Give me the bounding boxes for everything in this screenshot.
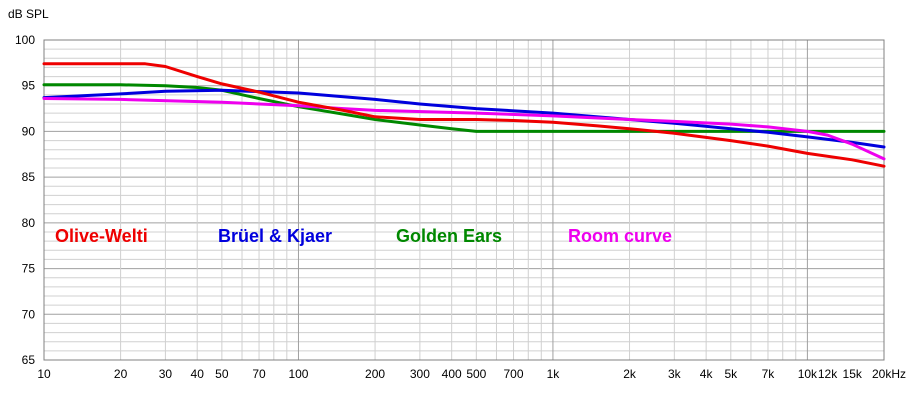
legend-room-curve: Room curve xyxy=(568,226,672,246)
x-tick-label: 50 xyxy=(215,367,229,381)
y-tick-label: 100 xyxy=(15,33,35,47)
series-line-room-curve xyxy=(42,97,886,161)
x-tick-label: 7k xyxy=(762,367,776,381)
legend-olive-welti: Olive-Welti xyxy=(55,226,148,246)
y-tick-label: 85 xyxy=(22,170,36,184)
y-axis-label: dB SPL xyxy=(8,7,49,21)
curves xyxy=(42,62,886,168)
x-tick-label: 5k xyxy=(724,367,738,381)
x-tick-label: 15k xyxy=(843,367,863,381)
x-tick-label: 20 xyxy=(114,367,128,381)
y-tick-label: 80 xyxy=(22,216,36,230)
x-tick-label: 200 xyxy=(365,367,385,381)
legend-golden-ears: Golden Ears xyxy=(396,226,502,246)
series-line-olive-welti xyxy=(42,62,886,168)
x-tick-labels: 10 20 30 40 50 70 100 200 300 400 500 700 1k 2k 3k 4k 5k… xyxy=(37,367,906,381)
y-tick-label: 95 xyxy=(22,79,36,93)
series-line-br-el-kjaer xyxy=(42,88,886,149)
x-tick-label: 40 xyxy=(191,367,205,381)
x-tick-label: 100 xyxy=(288,367,308,381)
x-tick-label: 500 xyxy=(466,367,486,381)
plot-frame xyxy=(43,39,885,361)
x-tick-label: 400 xyxy=(442,367,462,381)
x-tick-label: 1k xyxy=(547,367,561,381)
y-tick-label: 90 xyxy=(22,124,36,138)
x-tick-label: 3k xyxy=(668,367,682,381)
y-tick-label: 70 xyxy=(22,307,36,321)
x-tick-label: 300 xyxy=(410,367,430,381)
x-tick-label: 20kHz xyxy=(872,367,906,381)
x-tick-label: 10k xyxy=(798,367,818,381)
grid xyxy=(43,39,885,361)
x-tick-label: 2k xyxy=(623,367,637,381)
legend-bruel-kjaer: Brüel & Kjaer xyxy=(218,226,332,246)
x-tick-label: 30 xyxy=(159,367,173,381)
legend: Olive-Welti Brüel & Kjaer Golden Ears Ro… xyxy=(55,226,672,246)
x-tick-label: 4k xyxy=(700,367,714,381)
x-tick-label: 70 xyxy=(252,367,266,381)
x-tick-label: 10 xyxy=(37,367,51,381)
x-tick-label: 700 xyxy=(503,367,523,381)
x-tick-label: 12k xyxy=(818,367,838,381)
y-tick-label: 75 xyxy=(22,262,36,276)
y-tick-labels: 100 95 90 85 80 75 70 65 xyxy=(15,33,35,367)
y-tick-label: 65 xyxy=(22,353,36,367)
